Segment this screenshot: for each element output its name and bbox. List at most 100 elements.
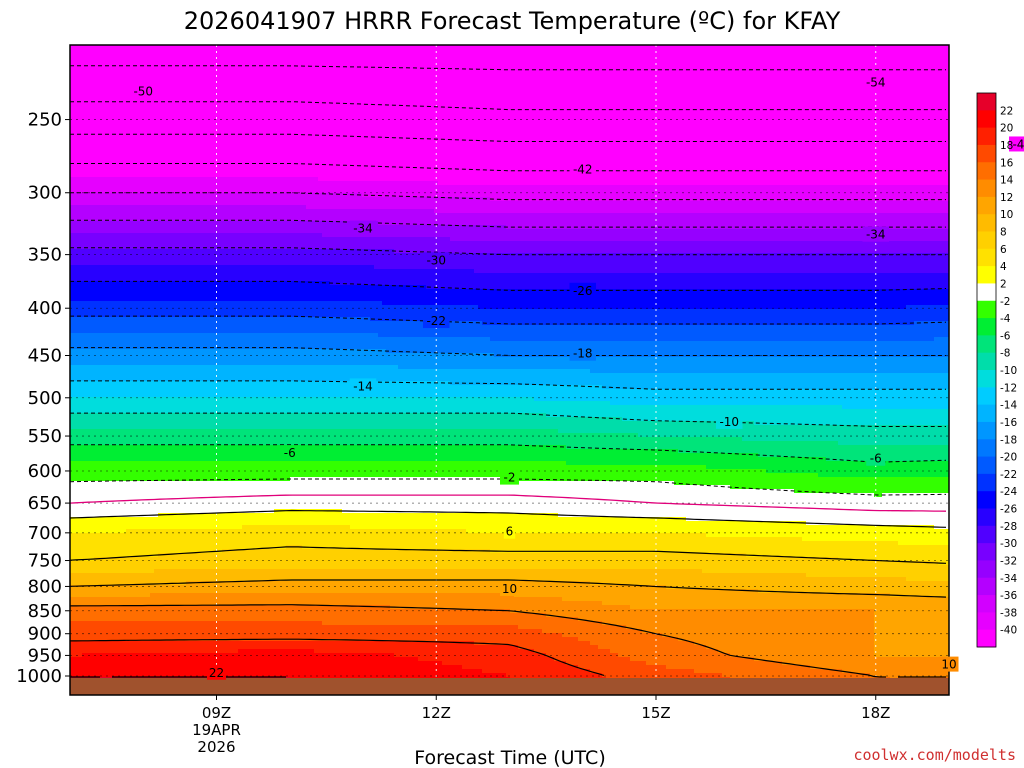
- field-cell: [154, 417, 159, 422]
- field-cell: [90, 609, 95, 614]
- field-cell: [90, 529, 95, 534]
- field-cell: [98, 581, 103, 586]
- field-cell: [102, 333, 107, 338]
- field-cell: [130, 633, 135, 638]
- field-cell: [114, 309, 119, 314]
- field-cell: [98, 401, 103, 406]
- field-cell: [134, 633, 139, 638]
- field-cell: [186, 157, 191, 162]
- field-cell: [118, 169, 123, 174]
- field-cell: [146, 221, 151, 226]
- field-cell: [174, 669, 179, 674]
- field-cell: [98, 65, 103, 70]
- field-cell: [98, 441, 103, 446]
- field-cell: [134, 565, 139, 570]
- field-cell: [190, 177, 195, 182]
- field-cell: [82, 61, 87, 66]
- field-cell: [126, 605, 131, 610]
- field-cell: [178, 617, 183, 622]
- field-cell: [114, 405, 119, 410]
- field-cell: [114, 241, 119, 246]
- field-cell: [98, 213, 103, 218]
- field-cell: [106, 165, 111, 170]
- field-cell: [102, 649, 107, 654]
- field-cell: [150, 277, 155, 282]
- field-cell: [74, 53, 79, 58]
- field-cell: [146, 477, 151, 482]
- field-cell: [182, 617, 187, 622]
- field-cell: [174, 501, 179, 506]
- field-cell: [154, 405, 159, 410]
- field-cell: [78, 85, 83, 90]
- field-cell: [186, 501, 191, 506]
- field-cell: [86, 113, 91, 118]
- field-cell: [142, 533, 147, 538]
- field-cell: [142, 593, 147, 598]
- field-cell: [126, 417, 131, 422]
- field-cell: [158, 197, 163, 202]
- field-cell: [102, 337, 107, 342]
- field-cell: [86, 545, 91, 550]
- field-cell: [170, 413, 175, 418]
- field-cell: [74, 589, 79, 594]
- field-cell: [134, 165, 139, 170]
- field-cell: [126, 157, 131, 162]
- field-cell: [190, 301, 195, 306]
- field-cell: [70, 589, 75, 594]
- field-cell: [190, 573, 195, 578]
- field-cell: [158, 437, 163, 442]
- field-cell: [86, 265, 91, 270]
- field-cell: [162, 533, 167, 538]
- field-cell: [126, 153, 131, 158]
- field-cell: [110, 201, 115, 206]
- field-cell: [90, 241, 95, 246]
- field-cell: [138, 145, 143, 150]
- field-cell: [150, 249, 155, 254]
- field-cell: [178, 465, 183, 470]
- field-cell: [106, 213, 111, 218]
- field-cell: [166, 125, 171, 130]
- field-cell: [102, 345, 107, 350]
- field-cell: [138, 269, 143, 274]
- field-cell: [170, 61, 175, 66]
- field-cell: [106, 449, 111, 454]
- field-cell: [146, 625, 151, 630]
- field-cell: [158, 633, 163, 638]
- field-cell: [78, 49, 83, 54]
- field-cell: [154, 445, 159, 450]
- field-cell: [162, 185, 167, 190]
- field-cell: [90, 113, 95, 118]
- field-cell: [74, 89, 79, 94]
- field-cell: [86, 61, 91, 66]
- field-cell: [158, 377, 163, 382]
- field-cell: [170, 533, 175, 538]
- field-cell: [90, 553, 95, 558]
- field-cell: [82, 177, 87, 182]
- field-cell: [158, 53, 163, 58]
- field-cell: [130, 381, 135, 386]
- field-cell: [186, 393, 191, 398]
- field-cell: [98, 241, 103, 246]
- field-cell: [86, 605, 91, 610]
- field-cell: [94, 237, 99, 242]
- field-cell: [130, 461, 135, 466]
- field-cell: [178, 317, 183, 322]
- field-cell: [154, 485, 159, 490]
- field-cell: [178, 641, 183, 646]
- field-cell: [82, 185, 87, 190]
- field-cell: [162, 565, 167, 570]
- field-cell: [182, 341, 187, 346]
- field-cell: [174, 81, 179, 86]
- field-cell: [162, 121, 167, 126]
- field-cell: [166, 665, 171, 670]
- field-cell: [186, 469, 191, 474]
- field-cell: [98, 333, 103, 338]
- field-cell: [162, 461, 167, 466]
- field-cell: [158, 473, 163, 478]
- field-cell: [170, 357, 175, 362]
- field-cell: [174, 257, 179, 262]
- field-cell: [82, 457, 87, 462]
- field-cell: [118, 241, 123, 246]
- field-cell: [102, 493, 107, 498]
- field-cell: [114, 61, 119, 66]
